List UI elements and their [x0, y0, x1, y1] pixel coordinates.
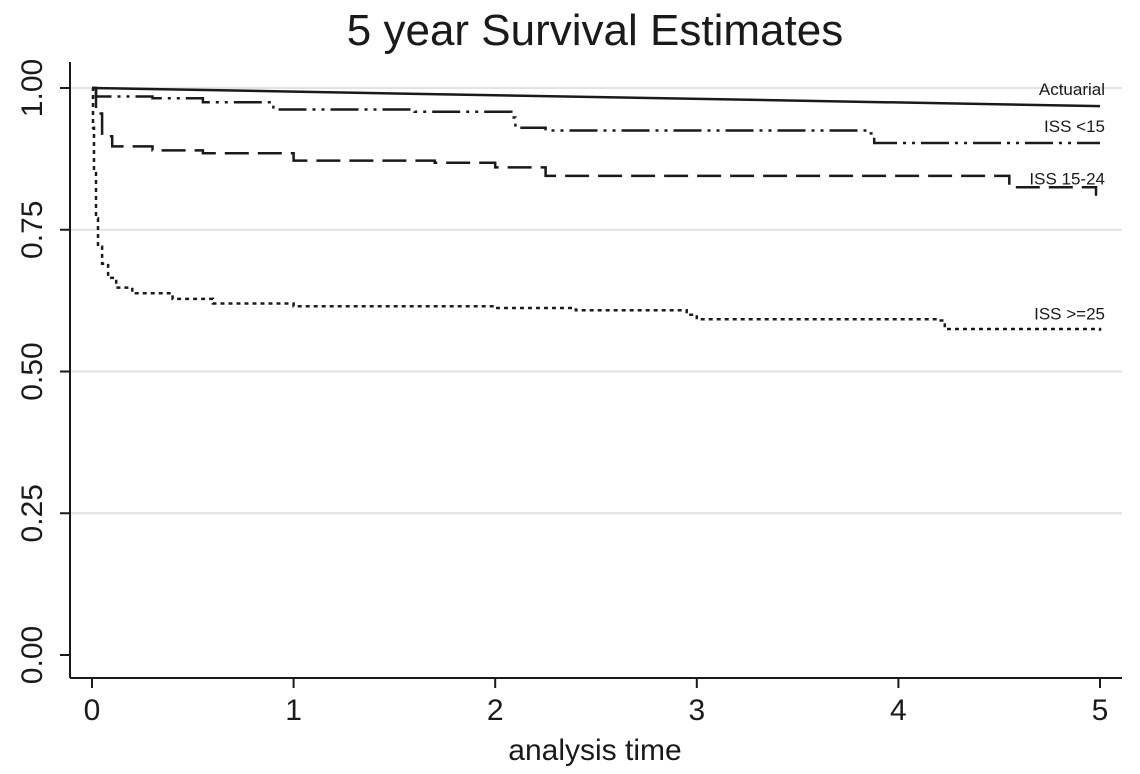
axes: 0.00 0.25 0.50 0.75 1.00 0 1 2 3 4 5: [16, 59, 1122, 727]
y-tick-label: 0.75: [16, 201, 49, 259]
series-line-actuarial: [91, 86, 1101, 108]
y-tick-label: 0.25: [16, 484, 49, 542]
series-labels: Actuarial ISS <15 ISS 15-24 ISS >=25: [1029, 80, 1105, 324]
x-tick-label: 2: [487, 694, 504, 727]
x-tick-label: 3: [688, 694, 705, 727]
grid-lines: [70, 87, 1122, 515]
chart-title: 5 year Survival Estimates: [347, 6, 843, 55]
series-line-iss-15-24: [92, 86, 1098, 196]
x-axis-label: analysis time: [508, 734, 681, 767]
series-line-iss-25: [91, 86, 1102, 331]
x-tick-label: 4: [890, 694, 907, 727]
series-line-iss-15: [92, 86, 1100, 145]
x-tick-label: 1: [285, 694, 302, 727]
y-tick-label: 0.50: [16, 342, 49, 400]
y-tick-label: 0.00: [16, 626, 49, 684]
series-label: ISS 15-24: [1029, 170, 1105, 189]
series-lines: [91, 86, 1102, 331]
series-label: ISS <15: [1044, 117, 1105, 136]
x-tick-label: 5: [1092, 694, 1109, 727]
series-label: Actuarial: [1039, 80, 1105, 99]
series-label: ISS >=25: [1034, 305, 1105, 324]
y-tick-label: 1.00: [16, 59, 49, 117]
x-tick-label: 0: [84, 694, 101, 727]
